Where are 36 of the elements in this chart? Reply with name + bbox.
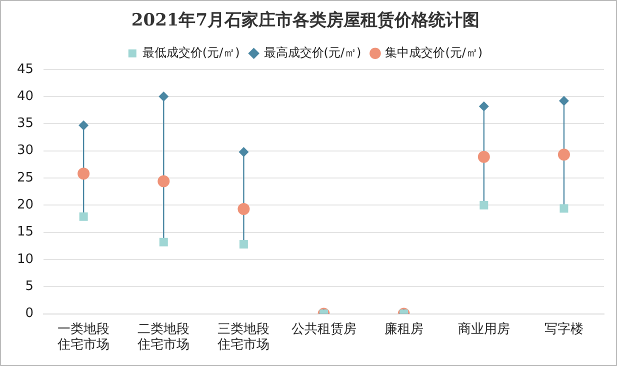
point [158, 92, 169, 102]
point [238, 202, 250, 215]
point [158, 175, 170, 188]
point [78, 120, 89, 130]
point [558, 96, 569, 106]
x-tick-label: 商业用房 [458, 320, 510, 337]
x-tick-label: 三类地段住宅市场 [216, 322, 270, 353]
point [478, 101, 489, 112]
point [480, 200, 488, 210]
x-tick-label: 二类地段住宅市场 [136, 322, 190, 353]
point [78, 168, 90, 180]
x-tick-label: 写字楼 [544, 320, 584, 337]
point [79, 212, 88, 221]
point [159, 238, 168, 246]
y-tick-label: 10 [16, 252, 34, 267]
x-tick-label: 廉租房 [384, 320, 424, 337]
point [239, 240, 248, 249]
point [558, 148, 570, 161]
y-tick-label: 5 [25, 279, 34, 294]
point [478, 150, 490, 163]
y-tick-label: 30 [16, 143, 34, 158]
y-tick-label: 20 [16, 198, 34, 213]
x-tick-label: 公共租赁房 [291, 320, 356, 337]
point [560, 204, 568, 213]
x-tick-label: 一类地段住宅市场 [56, 322, 110, 353]
legend-label: 最低成交价(元/㎡) [142, 46, 240, 60]
point [238, 146, 249, 157]
legend-label: 集中成交价(元/㎡) [385, 46, 483, 60]
y-tick-label: 40 [16, 88, 34, 104]
y-tick-label: 45 [16, 62, 34, 77]
y-tick-label: 25 [16, 170, 34, 186]
y-tick-label: 35 [16, 116, 34, 132]
legend-label: 最高成交价(元/㎡) [264, 46, 362, 60]
chart-title: 2021年7月石家庄市各类房屋租赁价格统计图 [131, 10, 480, 31]
y-tick-label: 0 [25, 306, 34, 322]
y-tick-label: 15 [16, 224, 34, 240]
